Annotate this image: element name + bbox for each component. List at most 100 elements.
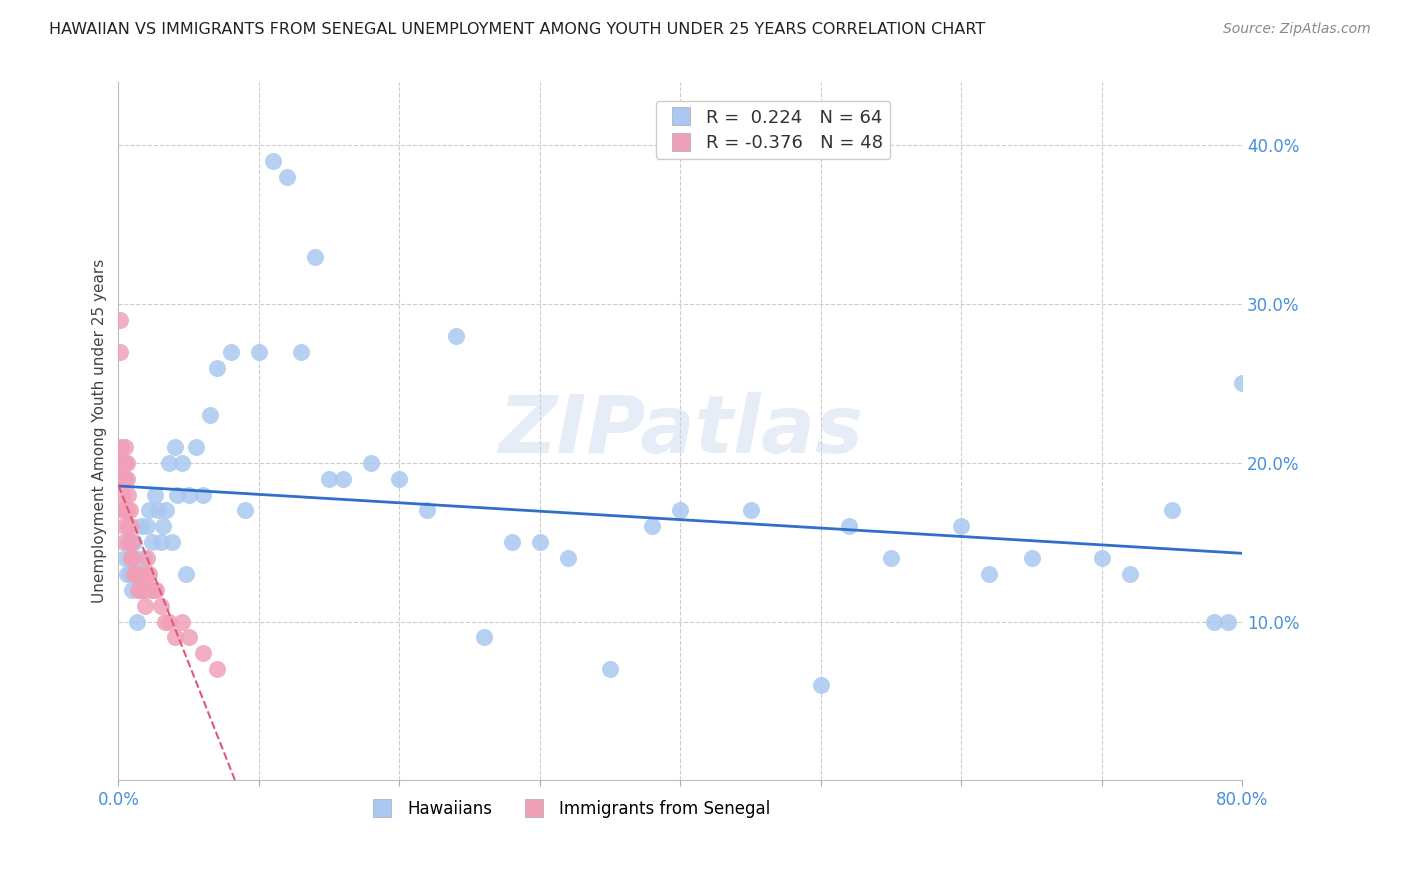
Point	[152, 519, 174, 533]
Point	[247, 344, 270, 359]
Point	[117, 535, 139, 549]
Point	[529, 535, 551, 549]
Point	[740, 503, 762, 517]
Point	[118, 503, 141, 517]
Point	[979, 566, 1001, 581]
Point	[132, 551, 155, 566]
Point	[388, 472, 411, 486]
Point	[157, 456, 180, 470]
Point	[111, 472, 134, 486]
Point	[1204, 615, 1226, 629]
Point	[115, 503, 138, 517]
Point	[114, 456, 136, 470]
Point	[110, 440, 132, 454]
Point	[184, 440, 207, 454]
Point	[127, 582, 149, 597]
Point	[114, 440, 136, 454]
Point	[114, 472, 136, 486]
Point	[262, 154, 284, 169]
Point	[332, 472, 354, 486]
Point	[114, 551, 136, 566]
Point	[112, 503, 135, 517]
Point	[128, 582, 150, 597]
Point	[1232, 376, 1254, 391]
Point	[205, 360, 228, 375]
Text: ZIPatlas: ZIPatlas	[498, 392, 863, 470]
Point	[124, 566, 146, 581]
Point	[118, 535, 141, 549]
Point	[557, 551, 579, 566]
Legend: Hawaiians, Immigrants from Senegal: Hawaiians, Immigrants from Senegal	[359, 793, 778, 824]
Point	[191, 487, 214, 501]
Point	[138, 566, 160, 581]
Point	[177, 631, 200, 645]
Point	[118, 566, 141, 581]
Point	[120, 551, 142, 566]
Point	[304, 250, 326, 264]
Point	[1021, 551, 1043, 566]
Point	[191, 646, 214, 660]
Point	[121, 535, 143, 549]
Point	[444, 329, 467, 343]
Point	[134, 599, 156, 613]
Y-axis label: Unemployment Among Youth under 25 years: Unemployment Among Youth under 25 years	[93, 259, 107, 603]
Point	[416, 503, 439, 517]
Point	[129, 519, 152, 533]
Point	[124, 551, 146, 566]
Point	[810, 678, 832, 692]
Point	[160, 535, 183, 549]
Point	[360, 456, 382, 470]
Point	[599, 662, 621, 676]
Point	[205, 662, 228, 676]
Point	[142, 582, 165, 597]
Point	[163, 440, 186, 454]
Point	[115, 472, 138, 486]
Point	[177, 487, 200, 501]
Point	[174, 566, 197, 581]
Point	[110, 456, 132, 470]
Point	[145, 582, 167, 597]
Point	[155, 503, 177, 517]
Point	[112, 519, 135, 533]
Point	[122, 535, 145, 549]
Point	[166, 487, 188, 501]
Point	[163, 631, 186, 645]
Point	[318, 472, 340, 486]
Point	[129, 566, 152, 581]
Point	[110, 472, 132, 486]
Point	[121, 582, 143, 597]
Point	[120, 551, 142, 566]
Point	[1119, 566, 1142, 581]
Point	[115, 566, 138, 581]
Point	[121, 551, 143, 566]
Point	[290, 344, 312, 359]
Point	[153, 615, 176, 629]
Point	[1091, 551, 1114, 566]
Point	[170, 456, 193, 470]
Point	[219, 344, 242, 359]
Point	[157, 615, 180, 629]
Point	[1218, 615, 1240, 629]
Point	[1161, 503, 1184, 517]
Point	[146, 503, 169, 517]
Point	[111, 503, 134, 517]
Point	[117, 487, 139, 501]
Point	[138, 503, 160, 517]
Point	[128, 566, 150, 581]
Point	[149, 535, 172, 549]
Point	[950, 519, 973, 533]
Point	[198, 409, 221, 423]
Point	[120, 519, 142, 533]
Point	[112, 535, 135, 549]
Point	[125, 615, 148, 629]
Text: Source: ZipAtlas.com: Source: ZipAtlas.com	[1223, 22, 1371, 37]
Point	[122, 566, 145, 581]
Point	[117, 519, 139, 533]
Point	[472, 631, 495, 645]
Point	[149, 599, 172, 613]
Point	[233, 503, 256, 517]
Point	[108, 344, 131, 359]
Point	[125, 566, 148, 581]
Point	[170, 615, 193, 629]
Point	[131, 582, 153, 597]
